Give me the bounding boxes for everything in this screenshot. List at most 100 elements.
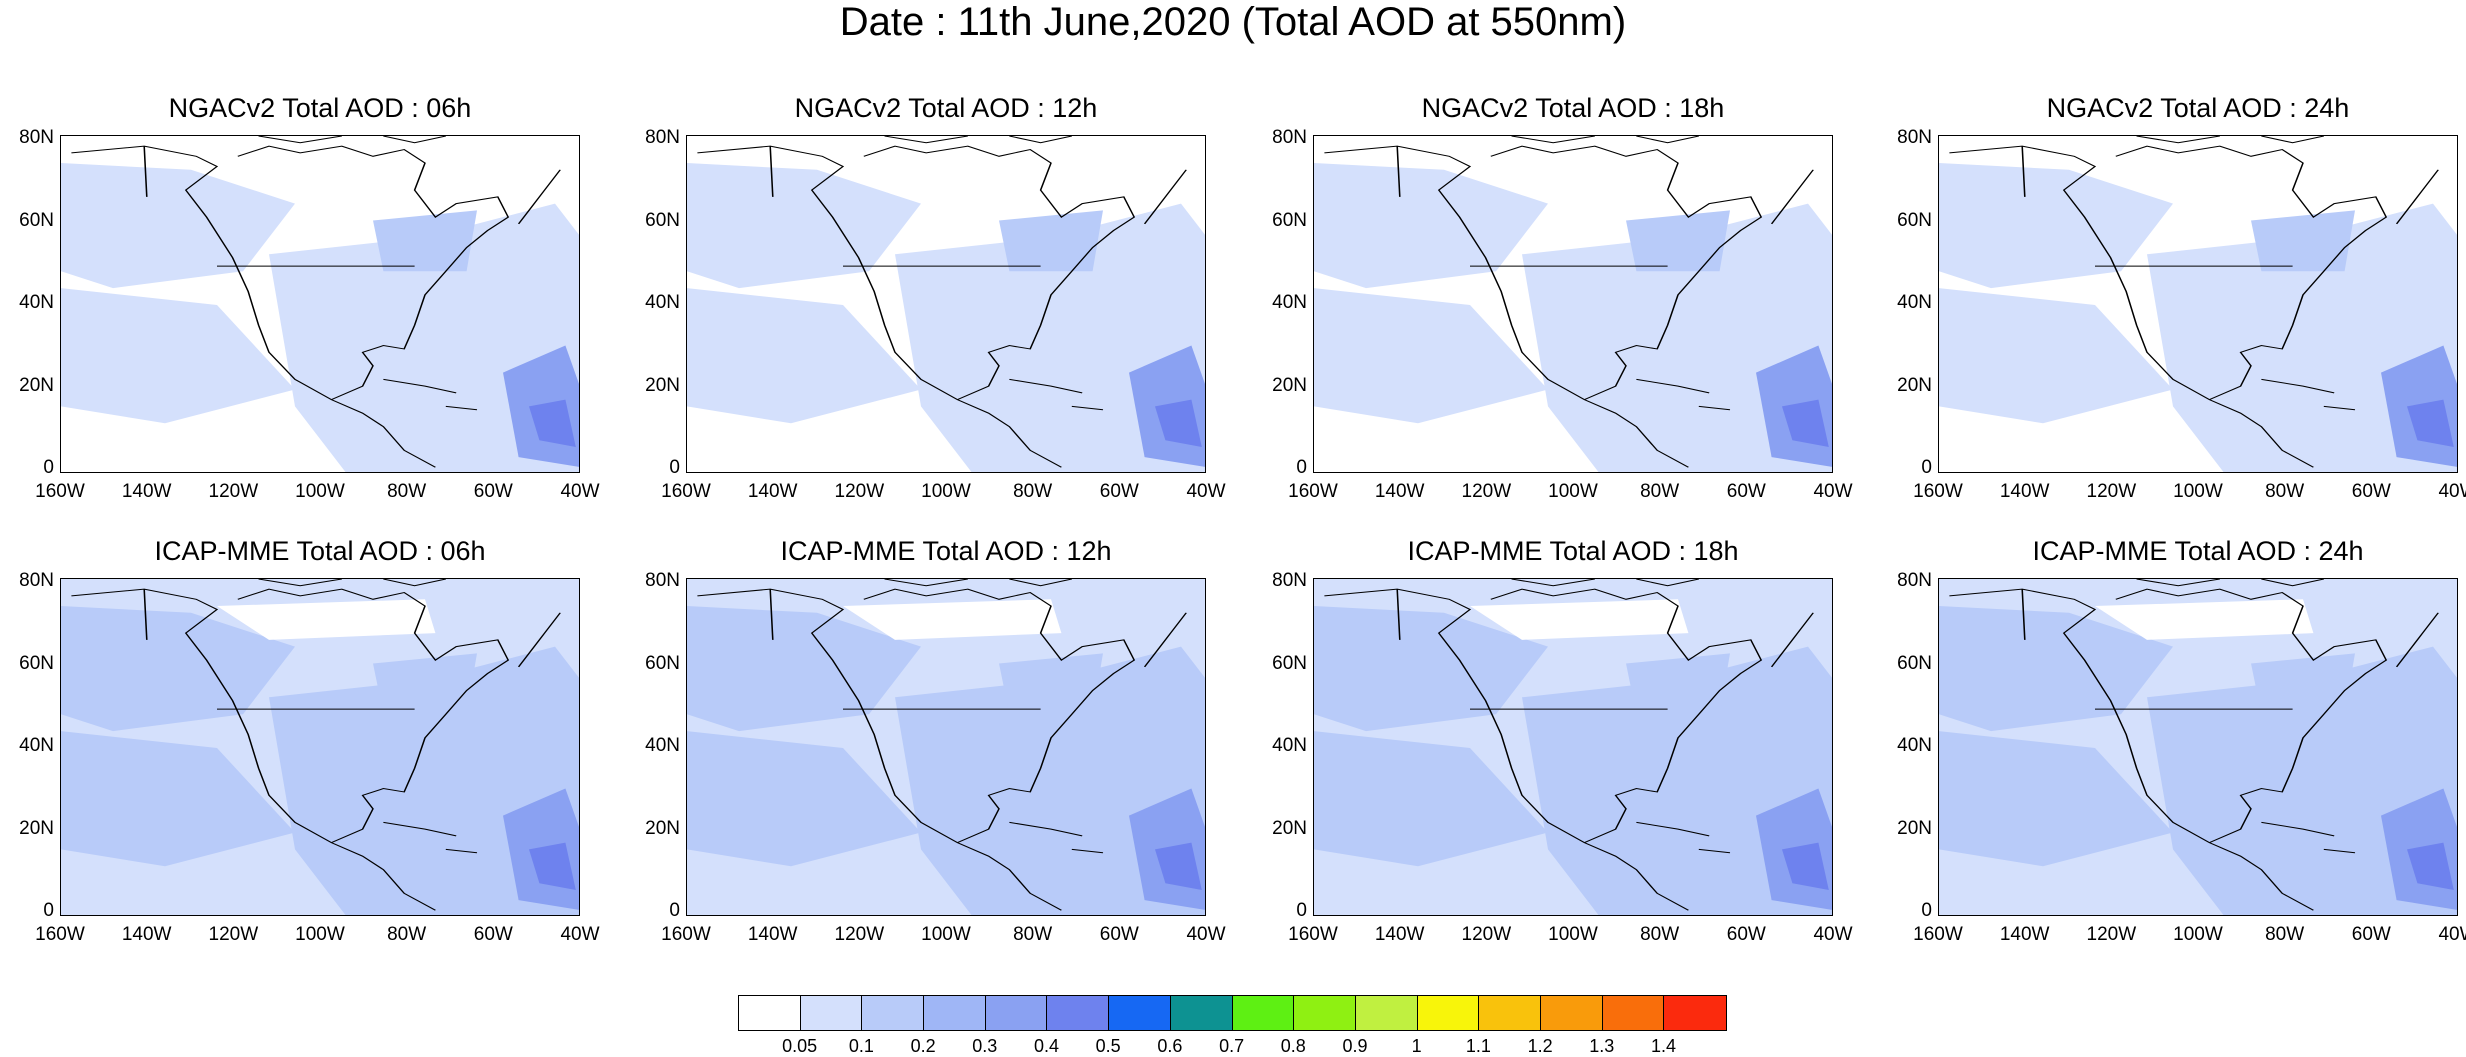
lat-tick-label: 40N <box>1897 292 1932 313</box>
lon-tick-label: 80W <box>1640 481 1680 502</box>
colorbar-cell <box>924 996 986 1030</box>
aod-shading <box>61 606 295 732</box>
aod-shading <box>61 288 295 424</box>
lon-tick-label: 140W <box>121 481 172 502</box>
lon-tick-label: 80W <box>1640 924 1680 945</box>
aod-shading <box>1626 653 1730 715</box>
lat-tick-label: 60N <box>1272 652 1307 674</box>
lon-tick-label: 80W <box>387 481 427 502</box>
aod-field <box>1939 579 2457 915</box>
lat-tick-label: 80N <box>1897 127 1932 148</box>
lat-tick-label: 0 <box>669 457 680 478</box>
aod-shading <box>1939 731 2173 867</box>
aod-shading <box>999 653 1103 715</box>
lat-tick-label: 40N <box>19 735 54 756</box>
colorbar-cell <box>1355 996 1418 1030</box>
lat-tick-label: 0 <box>43 457 54 478</box>
lon-tick-label: 120W <box>208 924 259 945</box>
panel-title: NGACv2 Total AOD : 24h <box>2046 93 2350 123</box>
lon-tick-label: 100W <box>295 924 345 945</box>
lat-tick-label: 40N <box>645 292 680 313</box>
colorbar-label: 0.1 <box>848 1036 874 1056</box>
lon-tick-label: 80W <box>1013 481 1053 502</box>
colorbar-label: 1.1 <box>1465 1036 1491 1056</box>
aod-shading <box>1155 842 1202 890</box>
lon-tick-label: 160W <box>1288 924 1338 945</box>
lat-tick-label: 20N <box>645 374 680 396</box>
aod-shading <box>843 599 1062 640</box>
panel-title: ICAP-MME Total AOD : 12h <box>780 536 1112 566</box>
colorbar-label: 0.6 <box>1157 1036 1183 1056</box>
lat-tick-label: 20N <box>19 817 54 839</box>
aod-field <box>687 136 1205 472</box>
lon-tick-label: 40W <box>1813 481 1853 502</box>
coastline <box>697 579 1187 911</box>
lat-tick-label: 60N <box>1897 652 1932 674</box>
colorbar-cell <box>739 996 801 1030</box>
colorbar-cell <box>1170 996 1233 1030</box>
lon-tick-label: 100W <box>921 924 971 945</box>
lon-tick-label: 160W <box>661 481 711 502</box>
lat-tick-label: 20N <box>1272 374 1307 396</box>
coastline <box>71 579 561 911</box>
aod-field <box>687 579 1205 915</box>
colorbar-cell <box>800 996 863 1030</box>
lon-tick-label: 140W <box>121 924 172 945</box>
panel-title: ICAP-MME Total AOD : 18h <box>1407 536 1739 566</box>
aod-shading <box>2251 653 2355 715</box>
aod-shading <box>999 210 1103 272</box>
aod-shading <box>217 599 436 640</box>
lon-tick-label: 100W <box>921 481 971 502</box>
figure-title: Date : 11th June,2020 (Total AOD at 550n… <box>839 0 1627 44</box>
lat-tick-label: 0 <box>1296 457 1307 478</box>
lon-tick-label: 40W <box>560 924 600 945</box>
coastline <box>1949 579 2439 911</box>
lon-tick-label: 160W <box>1913 481 1963 502</box>
aod-shading <box>529 842 576 890</box>
aod-shading <box>1314 163 1548 289</box>
lon-tick-label: 60W <box>2351 924 2391 945</box>
aod-shading <box>2095 599 2314 640</box>
lon-tick-label: 40W <box>2438 481 2466 502</box>
colorbar-cell <box>1232 996 1295 1030</box>
aod-shading <box>895 203 1205 472</box>
lat-tick-label: 0 <box>1921 900 1932 921</box>
lon-tick-label: 80W <box>2265 481 2305 502</box>
colorbar-cell <box>1417 996 1480 1030</box>
map-panel <box>60 578 580 916</box>
lon-tick-label: 100W <box>1548 481 1598 502</box>
aod-field <box>1314 579 1832 915</box>
aod-shading <box>1314 288 1548 424</box>
colorbar-cell <box>1047 996 1110 1030</box>
lat-tick-label: 60N <box>645 652 680 674</box>
aod-shading <box>1314 606 1548 732</box>
lon-tick-label: 60W <box>473 924 513 945</box>
aod-shading <box>1939 606 2173 732</box>
aod-shading <box>373 210 477 272</box>
aod-shading <box>1626 210 1730 272</box>
coastline <box>697 136 1187 468</box>
lon-tick-label: 120W <box>2086 481 2137 502</box>
lon-tick-label: 140W <box>747 481 798 502</box>
map-panel <box>686 135 1206 473</box>
aod-shading <box>61 731 295 867</box>
lon-tick-label: 120W <box>1461 924 1512 945</box>
aod-field <box>61 579 579 915</box>
lat-tick-label: 40N <box>1897 735 1932 756</box>
colorbar-cell <box>985 996 1048 1030</box>
lon-tick-label: 160W <box>1913 924 1963 945</box>
lat-tick-label: 0 <box>43 900 54 921</box>
panel-title: ICAP-MME Total AOD : 24h <box>2032 536 2364 566</box>
lat-tick-label: 0 <box>669 900 680 921</box>
lat-tick-label: 80N <box>1272 570 1307 591</box>
aod-shading <box>61 163 295 289</box>
lon-tick-label: 60W <box>1099 481 1139 502</box>
lat-tick-label: 80N <box>645 127 680 148</box>
colorbar <box>738 995 1727 1031</box>
lon-tick-label: 40W <box>1813 924 1853 945</box>
lon-tick-label: 60W <box>2351 481 2391 502</box>
aod-shading <box>895 646 1205 915</box>
aod-shading <box>1782 399 1829 447</box>
lon-tick-label: 100W <box>2173 481 2223 502</box>
aod-shading <box>1782 842 1829 890</box>
